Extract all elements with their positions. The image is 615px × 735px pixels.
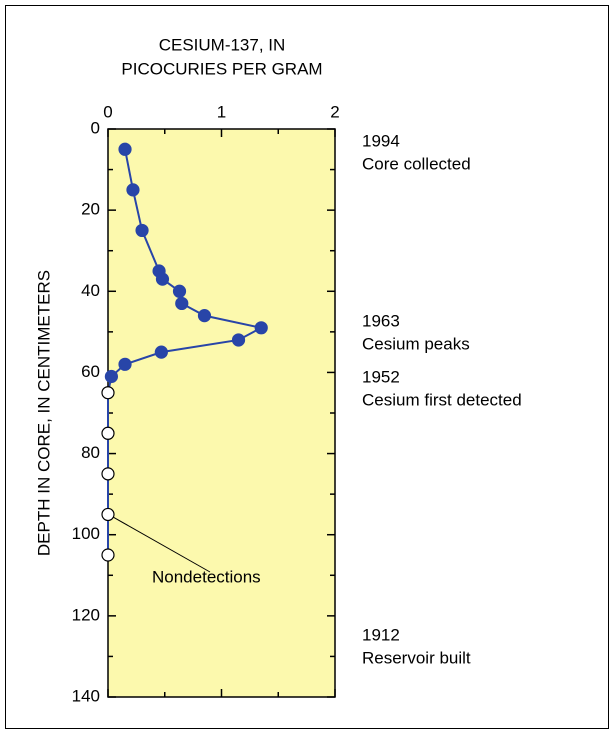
x-tick-label: 0 [103, 102, 112, 121]
annotation: Core collected [362, 154, 471, 173]
annotation: 1912 [362, 625, 400, 644]
y-tick-label: 120 [72, 605, 100, 624]
data-point [118, 357, 132, 371]
leader-line [111, 515, 211, 573]
data-point [231, 333, 246, 347]
data-point [101, 386, 115, 400]
annotation: 1952 [362, 367, 400, 386]
annotation: Nondetections [152, 567, 261, 586]
x-tick-label: 2 [330, 102, 339, 121]
y-axis-label: DEPTH IN CORE, IN CENTIMETERS [34, 270, 53, 556]
data-point [104, 369, 119, 384]
annotation: Cesium first detected [362, 390, 522, 409]
data-point [197, 309, 212, 323]
data-point [254, 321, 268, 335]
annotation: Cesium peaks [362, 334, 470, 353]
y-tick-label: 0 [91, 118, 100, 137]
annotation: 1963 [362, 311, 400, 330]
chart-title: CESIUM-137, IN [159, 35, 286, 54]
data-point [101, 507, 115, 522]
plot-area [107, 128, 336, 698]
data-point [155, 272, 170, 286]
y-tick-label: 80 [81, 443, 100, 462]
data-point [101, 467, 115, 481]
data-point [172, 284, 187, 298]
y-tick-label: 20 [81, 200, 100, 219]
data-point [175, 296, 189, 311]
annotation: 1994 [362, 131, 400, 150]
data-point [101, 426, 115, 440]
data-point [126, 183, 140, 197]
y-tick-label: 40 [81, 281, 100, 300]
profile-line [107, 149, 265, 555]
y-tick-label: 100 [72, 524, 100, 543]
x-tick-label: 1 [217, 102, 226, 121]
data-point [135, 223, 149, 238]
data-point [101, 548, 115, 562]
y-tick-label: 140 [72, 686, 100, 705]
data-point [154, 345, 168, 359]
y-tick-label: 60 [81, 362, 100, 381]
data-point [118, 142, 132, 156]
annotation: Reservoir built [362, 648, 471, 667]
frame [5, 5, 609, 729]
chart-title: PICOCURIES PER GRAM [121, 59, 322, 78]
